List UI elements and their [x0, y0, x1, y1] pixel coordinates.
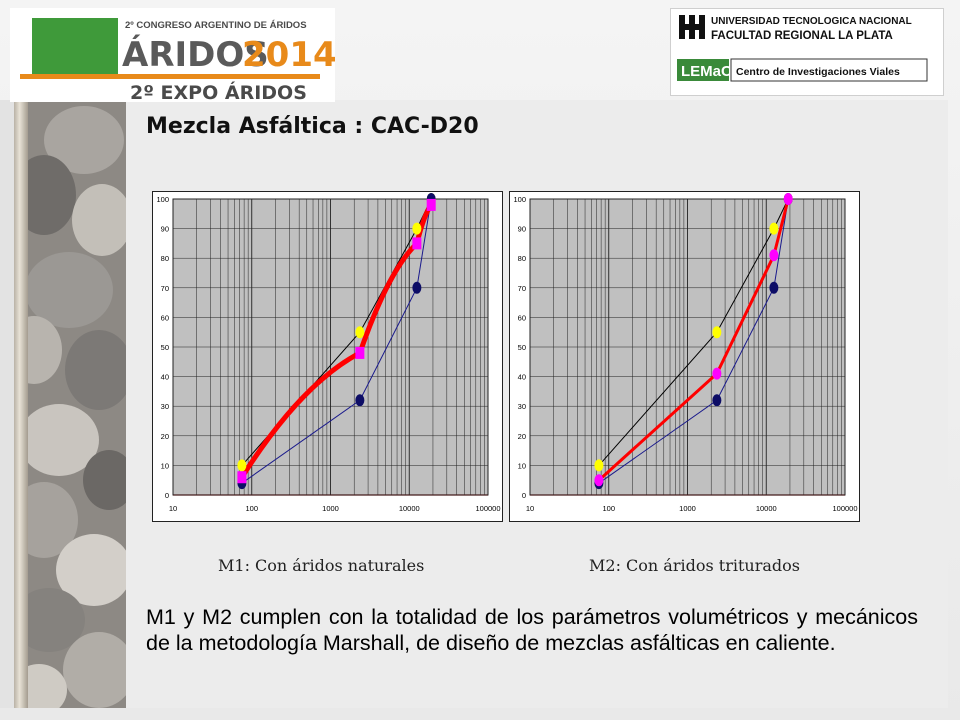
wood-texture-strip	[14, 100, 28, 708]
plot-border	[172, 198, 489, 496]
data-point	[712, 326, 722, 339]
y-tick-label: 0	[165, 491, 169, 500]
y-tick-label: 90	[518, 225, 526, 234]
y-tick-label: 70	[518, 284, 526, 293]
utn-logo-graphic: UNIVERSIDAD TECNOLOGICA NACIONAL FACULTA…	[677, 15, 928, 82]
y-tick-label: 80	[518, 254, 526, 263]
logo-expo: 2º EXPO ÁRIDOS	[130, 81, 307, 102]
data-point	[412, 222, 422, 235]
y-tick-label: 50	[161, 343, 169, 352]
y-tick-label: 60	[518, 313, 526, 322]
y-tick-label: 70	[161, 284, 169, 293]
data-point	[412, 237, 422, 250]
data-point	[769, 281, 779, 294]
data-point	[783, 193, 793, 205]
x-tick-label: 1000	[322, 504, 339, 513]
data-point	[594, 459, 604, 472]
lemac-badge	[677, 59, 729, 81]
y-tick-label: 20	[518, 432, 526, 441]
lemac-label: LEMaC	[681, 63, 732, 80]
research-center-name: Centro de Investigaciones Viales	[736, 66, 900, 78]
data-point	[237, 459, 247, 472]
data-point	[712, 367, 722, 380]
aridos-logo-graphic: 2º CONGRESO ARGENTINO DE ÁRIDOS ÁRIDOS 2…	[20, 18, 337, 104]
x-tick-label: 10	[526, 504, 534, 513]
data-point	[355, 394, 365, 407]
caption-m1: M1: Con áridos naturales	[218, 556, 425, 575]
utn-lemac-logo: UNIVERSIDAD TECNOLOGICA NACIONAL FACULTA…	[670, 8, 944, 96]
x-tick-label: 1000	[679, 504, 696, 513]
chart-m2-frame: 0 10 20 30 40 50 60 70 80 90 100 10 100 1000 10000 1000…	[509, 191, 860, 522]
series-line-2	[597, 198, 790, 482]
data-point	[594, 474, 604, 487]
slide-title: Mezcla Asfáltica : CAC-D20	[146, 114, 479, 139]
y-tick-label: 30	[161, 402, 169, 411]
data-point	[237, 471, 247, 484]
data-point	[712, 394, 722, 407]
y-tick-label: 30	[518, 402, 526, 411]
stones-image	[14, 100, 126, 708]
x-tick-label: 100000	[475, 504, 500, 513]
y-tick-label: 100	[156, 195, 169, 204]
y-tick-label: 90	[161, 225, 169, 234]
conclusion-text: M1 y M2 cumplen con la totalidad de los …	[146, 605, 918, 655]
series-line-1	[598, 198, 789, 484]
aridos-2014-logo: 2º CONGRESO ARGENTINO DE ÁRIDOS ÁRIDOS 2…	[10, 8, 337, 104]
y-tick-label: 10	[518, 461, 526, 470]
data-point	[769, 249, 779, 262]
x-tick-label: 10000	[756, 504, 777, 513]
x-tick-label: 10	[169, 504, 177, 513]
faculty-name: FACULTAD REGIONAL LA PLATA	[711, 30, 893, 42]
chart-m1-frame: 0 10 20 30 40 50 60 70 80 90 100 10 100 1000 10000 1000…	[152, 191, 503, 522]
data-point	[769, 222, 779, 235]
y-tick-label: 100	[513, 195, 526, 204]
y-tick-label: 20	[161, 432, 169, 441]
x-tick-label: 10000	[399, 504, 420, 513]
data-point	[412, 281, 422, 294]
y-tick-label: 40	[518, 373, 526, 382]
logo-brand: ÁRIDOS	[122, 34, 269, 75]
caption-m2: M2: Con áridos triturados	[589, 556, 800, 575]
utn-emblem-icon	[679, 15, 705, 39]
y-tick-label: 40	[161, 373, 169, 382]
y-tick-label: 50	[518, 343, 526, 352]
y-tick-label: 0	[522, 491, 526, 500]
left-border-strip	[0, 100, 14, 708]
y-tick-label: 10	[161, 461, 169, 470]
data-point	[355, 326, 365, 339]
data-point	[426, 198, 436, 211]
x-tick-label: 100	[245, 504, 258, 513]
y-tick-label: 60	[161, 313, 169, 322]
plot-border	[529, 198, 846, 496]
university-name: UNIVERSIDAD TECNOLOGICA NACIONAL	[711, 16, 912, 27]
data-point	[355, 346, 365, 359]
y-tick-label: 80	[161, 254, 169, 263]
logo-year: 2014	[242, 35, 335, 75]
x-tick-label: 100000	[832, 504, 857, 513]
logo-congress-line: 2º CONGRESO ARGENTINO DE ÁRIDOS	[125, 20, 307, 31]
series-line-0	[598, 198, 789, 466]
series-line-1	[241, 198, 432, 484]
x-tick-label: 100	[602, 504, 615, 513]
